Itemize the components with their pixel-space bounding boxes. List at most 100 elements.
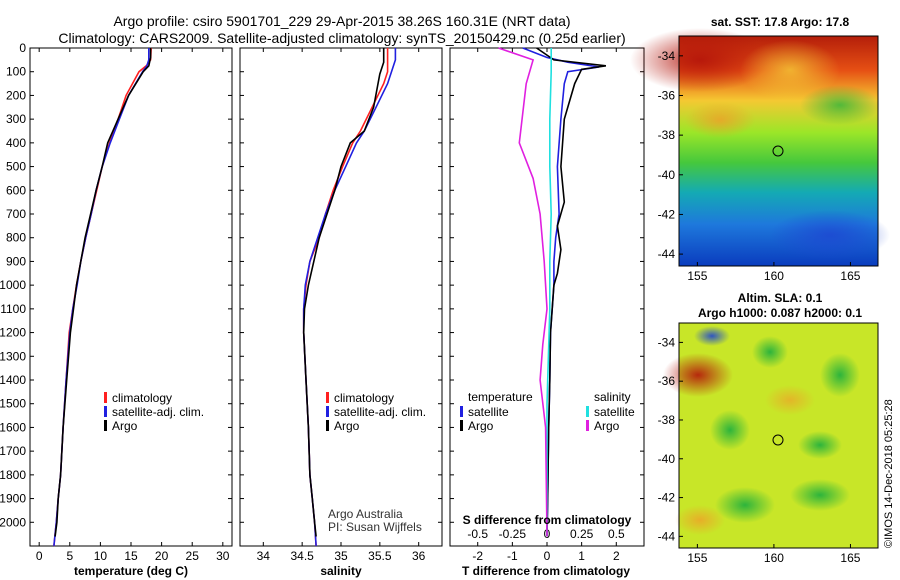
secondary-tick-label: -0.25 (499, 527, 527, 541)
sla-green-patch-2 (820, 353, 860, 397)
map-x-tick-label: 160 (764, 551, 784, 565)
series-line-t-satellite (522, 47, 600, 537)
x-tick-label: 20 (155, 549, 169, 563)
legend-argo: Argo (112, 419, 138, 433)
map-y-tick-label: -36 (658, 374, 676, 388)
x-tick-label: -1 (507, 549, 518, 563)
sla-green-patch-5 (715, 487, 775, 523)
x-tick-label: 2 (613, 549, 620, 563)
legend-satellite: satellite-adj. clim. (334, 405, 426, 419)
sla-green-patch-4 (798, 431, 842, 459)
secondary-tick-label: -0.5 (467, 527, 488, 541)
depth-axis-labels: 0 100 200 300 400 500 600 700 800 900 1000 1100 1200… (0, 41, 644, 529)
depth-tick-label: 100 (6, 65, 26, 79)
depth-tick-label: 900 (6, 254, 26, 268)
depth-tick-label: 1800 (0, 468, 26, 482)
map-y-tick-label: -34 (658, 335, 676, 349)
secondary-tick-label: 0.25 (570, 527, 594, 541)
sla-map-frame (678, 322, 879, 549)
legend-argo: Argo (334, 419, 360, 433)
depth-tick-label: 0 (19, 41, 26, 55)
depth-tick-label: 600 (6, 183, 26, 197)
map-y-tick-label: -44 (658, 529, 676, 543)
sst-argo-marker (772, 145, 784, 157)
sst-cold-patch (770, 210, 890, 260)
series-line-climatology (53, 47, 152, 547)
x-tick-label: 5 (66, 549, 73, 563)
depth-tick-label: 1100 (0, 302, 26, 316)
map-x-tick-label: 165 (840, 269, 860, 283)
salinity-panel: 34 34.5 35 35.5 36 salinity climatology sate… (239, 47, 443, 578)
secondary-tick-label: 0.5 (608, 527, 625, 541)
x-tick-label: 25 (186, 549, 200, 563)
depth-tick-label: 1600 (0, 420, 26, 434)
depth-tick-label: 500 (6, 160, 26, 174)
sst-map-ticks: 155 160 165 -34 -36 -38 -40 -42 -44 (658, 49, 861, 283)
sla-low-patch (694, 326, 730, 346)
sla-map-title: Altim. SLA: 0.1 (738, 291, 823, 305)
x-tick-label: 1 (578, 549, 585, 563)
x-tick-label: 0 (36, 549, 43, 563)
salinity-lines (302, 48, 397, 547)
sst-map-frame (678, 35, 879, 267)
sla-green-patch-3 (710, 410, 750, 450)
legend-swatch-argo (326, 420, 329, 431)
legend-s-argo: Argo (594, 419, 620, 433)
map-y-tick-label: -36 (658, 88, 676, 102)
map-x-tick-label: 165 (840, 551, 860, 565)
sst-yellow-patch (740, 40, 840, 100)
temperature-x-ticks: 0 5 10 15 20 25 30 (36, 48, 230, 563)
legend-temperature-title: temperature (468, 390, 533, 404)
sla-green-patch-6 (790, 479, 850, 511)
legend-s-satellite: satellite (594, 405, 635, 419)
x-tick-label: 36 (412, 549, 426, 563)
depth-tick-label: 1500 (0, 397, 26, 411)
series-line-argo (54, 48, 152, 537)
depth-tick-label: 1900 (0, 492, 26, 506)
legend-swatch-s-argo (586, 420, 589, 431)
difference-secondary-xlabel: S difference from climatology (463, 513, 632, 527)
sla-orange-patch-2 (675, 505, 725, 535)
figure-title-line2: Climatology: CARS2009. Satellite-adjuste… (58, 30, 625, 46)
legend-swatch-t-satellite (460, 406, 463, 417)
depth-tick-label: 1700 (0, 444, 26, 458)
sla-map-ticks: 155 160 165 -34 -36 -38 -40 -42 -44 (658, 335, 861, 565)
legend-climatology: climatology (334, 391, 394, 405)
salinity-panel-frame (239, 47, 443, 547)
imos-timestamp: ©IMOS 14-Dec-2018 05:25:28 (883, 399, 895, 548)
difference-xlabel: T difference from climatology (462, 564, 630, 578)
sla-high-patch (663, 353, 733, 397)
depth-tick-label: 200 (6, 88, 26, 102)
series-line-argo (302, 48, 385, 537)
legend-t-argo: Argo (468, 419, 494, 433)
salinity-xlabel: salinity (320, 564, 362, 578)
series-line-satellite-adj-clim- (302, 48, 397, 547)
sla-map-subtitle: Argo h1000: 0.087 h2000: 0.1 (698, 306, 862, 320)
legend-salinity-title: salinity (594, 390, 631, 404)
depth-tick-label: 2000 (0, 515, 26, 529)
depth-tick-label: 800 (6, 231, 26, 245)
depth-tick-label: 400 (6, 136, 26, 150)
legend-swatch-s-satellite (586, 406, 589, 417)
sst-warm-patch (630, 28, 770, 92)
credit-line1: Argo Australia (328, 507, 403, 521)
depth-tick-label: 1000 (0, 278, 26, 292)
x-tick-label: 30 (216, 549, 230, 563)
temperature-xlabel: temperature (deg C) (74, 564, 188, 578)
credit-line2: PI: Susan Wijffels (328, 520, 422, 534)
salinity-x-ticks: 34 34.5 35 35.5 36 (257, 48, 426, 563)
map-y-tick-label: -34 (658, 49, 676, 63)
map-y-tick-label: -38 (658, 413, 676, 427)
map-y-tick-label: -44 (658, 247, 676, 261)
map-y-tick-label: -40 (658, 168, 676, 182)
x-tick-label: 35 (334, 549, 348, 563)
sst-map-title: sat. SST: 17.8 Argo: 17.8 (711, 15, 850, 29)
temperature-panel: 0 5 10 15 20 25 30 temperature (deg C) climato… (29, 47, 233, 578)
temperature-lines (53, 47, 152, 547)
x-tick-label: 35.5 (368, 549, 392, 563)
map-y-tick-label: -42 (658, 207, 676, 221)
difference-lines (498, 47, 607, 537)
legend-swatch-satellite (104, 406, 107, 417)
legend-swatch-t-argo (460, 420, 463, 431)
x-tick-label: -2 (472, 549, 483, 563)
